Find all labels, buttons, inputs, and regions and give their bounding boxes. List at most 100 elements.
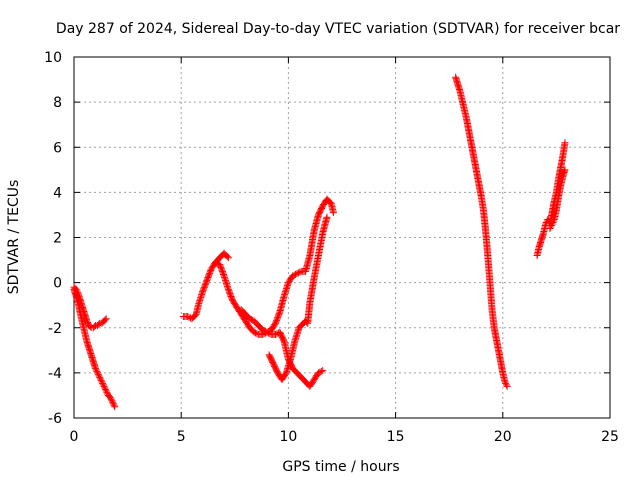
data-point bbox=[547, 223, 555, 231]
data-point bbox=[223, 253, 231, 261]
data-point bbox=[548, 220, 556, 228]
data-point bbox=[106, 394, 114, 402]
data-point bbox=[293, 270, 301, 278]
data-point bbox=[502, 379, 510, 387]
x-tick-label: 0 bbox=[70, 429, 79, 445]
data-point bbox=[91, 364, 99, 372]
data-point bbox=[547, 221, 555, 229]
data-point bbox=[247, 315, 255, 323]
y-axis-label: SDTVAR / TECUs bbox=[6, 180, 22, 295]
y-tick-label: -4 bbox=[48, 366, 62, 382]
data-point bbox=[252, 329, 260, 337]
data-point bbox=[73, 287, 81, 295]
series-7 bbox=[533, 139, 569, 260]
data-point bbox=[266, 330, 274, 338]
data-point bbox=[550, 217, 558, 225]
data-point bbox=[84, 318, 92, 326]
data-point bbox=[72, 285, 80, 293]
data-point bbox=[259, 326, 267, 334]
data-point bbox=[561, 166, 569, 174]
data-point bbox=[101, 385, 109, 393]
data-point bbox=[546, 224, 554, 232]
data-point bbox=[95, 320, 103, 328]
data-point bbox=[220, 270, 228, 278]
data-point bbox=[102, 387, 110, 395]
data-point bbox=[323, 213, 331, 221]
y-tick-label: 0 bbox=[53, 276, 62, 292]
data-point bbox=[111, 403, 119, 411]
data-point bbox=[96, 375, 104, 383]
x-tick-label: 20 bbox=[494, 429, 512, 445]
data-point bbox=[263, 328, 271, 336]
data-point bbox=[316, 368, 324, 376]
data-point bbox=[329, 209, 337, 217]
data-point bbox=[503, 382, 511, 390]
data-point bbox=[264, 329, 272, 337]
data-point bbox=[561, 139, 569, 147]
data-point bbox=[549, 218, 557, 226]
x-tick-label: 15 bbox=[387, 429, 405, 445]
grid bbox=[74, 57, 610, 418]
data-point bbox=[94, 369, 102, 377]
y-tick-label: 8 bbox=[53, 95, 62, 111]
y-tick-label: -6 bbox=[48, 411, 62, 427]
y-tick-label: 6 bbox=[53, 140, 62, 156]
data-point bbox=[253, 330, 261, 338]
data-point bbox=[213, 259, 221, 267]
data-point bbox=[289, 272, 297, 280]
x-tick-label: 25 bbox=[601, 429, 619, 445]
series-5 bbox=[265, 213, 331, 384]
series-0 bbox=[70, 285, 119, 411]
data-point bbox=[99, 381, 107, 389]
series-1 bbox=[70, 283, 110, 332]
data-point bbox=[275, 309, 283, 317]
data-point bbox=[101, 316, 109, 324]
data-point bbox=[224, 254, 232, 262]
data-point bbox=[93, 367, 101, 375]
data-point bbox=[296, 268, 304, 276]
series-2 bbox=[179, 249, 232, 323]
data-point bbox=[74, 288, 82, 296]
data-point bbox=[292, 270, 300, 278]
data-point bbox=[317, 367, 325, 375]
data-point bbox=[90, 323, 98, 331]
data-point bbox=[99, 379, 107, 387]
data-point bbox=[96, 373, 104, 381]
data-point bbox=[501, 378, 509, 386]
data-markers bbox=[70, 73, 569, 411]
data-point bbox=[260, 327, 268, 335]
axis-ticks: 0 5 10 15 20 25 -6 -4 -2 0 2 4 6 8 10 bbox=[44, 50, 619, 445]
data-point bbox=[319, 367, 327, 375]
data-point bbox=[246, 315, 254, 323]
data-point bbox=[95, 372, 103, 380]
data-point bbox=[98, 378, 106, 386]
data-point bbox=[250, 328, 258, 336]
data-point bbox=[83, 317, 91, 325]
x-tick-label: 10 bbox=[279, 429, 297, 445]
data-point bbox=[92, 366, 100, 374]
data-point bbox=[262, 328, 270, 336]
data-point bbox=[107, 395, 115, 403]
data-point bbox=[94, 370, 102, 378]
series-4 bbox=[237, 306, 327, 390]
data-point bbox=[290, 271, 298, 279]
series-3 bbox=[212, 195, 337, 339]
data-point bbox=[108, 397, 116, 405]
chart-title: Day 287 of 2024, Sidereal Day-to-day VTE… bbox=[56, 21, 620, 37]
data-point bbox=[103, 388, 111, 396]
series-8 bbox=[546, 166, 569, 232]
y-tick-label: 10 bbox=[44, 50, 62, 66]
data-point bbox=[97, 376, 105, 384]
data-point bbox=[100, 382, 108, 390]
x-axis-label: GPS time / hours bbox=[282, 459, 399, 475]
data-point bbox=[109, 400, 117, 408]
data-point bbox=[314, 369, 322, 377]
x-tick-label: 5 bbox=[177, 429, 186, 445]
data-point bbox=[212, 258, 220, 266]
data-point bbox=[502, 381, 510, 389]
y-tick-label: -2 bbox=[48, 321, 62, 337]
data-point bbox=[101, 384, 109, 392]
data-point bbox=[110, 401, 118, 409]
data-point bbox=[102, 315, 110, 323]
